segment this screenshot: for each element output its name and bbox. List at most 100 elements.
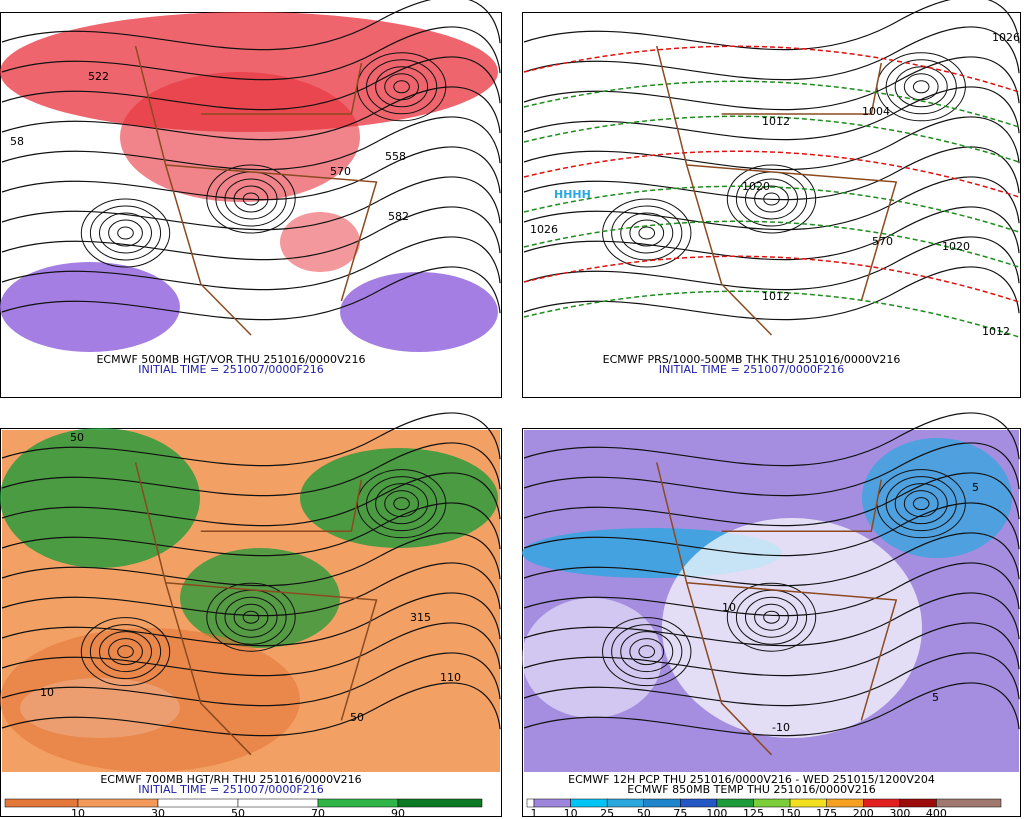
- contour-label: 582: [388, 210, 409, 223]
- initial-time: INITIAL TIME = 251007/0000F216: [659, 363, 844, 376]
- panel: 58 522 570 558 582 ECMWF 500MB HGT/VOR THU 25…: [0, 0, 502, 398]
- contour-label: 1012: [762, 290, 790, 303]
- contour-ring: [224, 596, 278, 638]
- contour-label: 50: [70, 431, 84, 444]
- contour-ring: [903, 73, 939, 101]
- contour-label: 1026: [530, 223, 558, 236]
- contour-ring: [108, 638, 143, 666]
- contour-ring: [80, 617, 171, 687]
- colorbar-swatch: [716, 798, 754, 808]
- contour-label: 522: [88, 70, 109, 83]
- contour-ring: [117, 645, 134, 659]
- colorbar-swatch: [680, 798, 718, 808]
- contour: [523, 266, 1020, 321]
- high-pressure-marks: HHHH: [554, 188, 591, 201]
- contour: [523, 472, 1020, 527]
- thickness-line: [523, 45, 1020, 93]
- contour: [1, 26, 501, 81]
- contour-ring: [894, 66, 948, 108]
- field-shading: [0, 262, 180, 352]
- contour: [523, 56, 1020, 111]
- contour: [1, 592, 501, 647]
- colorbar-label: 400: [926, 807, 947, 819]
- contour-ring: [638, 645, 656, 659]
- contour-ring: [393, 80, 410, 94]
- field-shading: [0, 12, 498, 132]
- colorbar-swatch: [643, 798, 681, 808]
- contour-label: 1020: [742, 180, 770, 193]
- colorbar-swatch: [826, 798, 864, 808]
- colorbar-swatch: [4, 798, 79, 808]
- contour: [1, 682, 501, 737]
- colorbar-swatch: [77, 798, 159, 808]
- contour-label: 1026: [992, 31, 1020, 44]
- panel: 1026 1012 1020 1020 1004 1012 1012 570 1026 HHHH E…: [522, 0, 1021, 398]
- contour-label: 1012: [982, 325, 1010, 338]
- contour-ring: [108, 219, 143, 247]
- contour: [523, 622, 1020, 677]
- contour-ring: [726, 582, 817, 652]
- thickness-line: [523, 220, 1020, 268]
- contour: [1, 176, 501, 231]
- contour: [1, 442, 501, 497]
- contour-ring: [894, 483, 948, 525]
- contour: [523, 176, 1020, 231]
- contour-ring: [89, 624, 162, 680]
- thickness-line: [523, 255, 1020, 303]
- contour-ring: [763, 610, 780, 624]
- contour-ring: [224, 178, 278, 220]
- colorbar-swatch: [606, 798, 644, 808]
- contour: [523, 206, 1020, 261]
- colorbar-swatch: [237, 798, 319, 808]
- initial-time: INITIAL TIME = 251007/0000F216: [138, 363, 323, 376]
- contour-ring: [903, 490, 939, 518]
- colorbar-label: 90: [391, 807, 405, 819]
- colorbar-swatch: [570, 798, 608, 808]
- colorbar-label: 70: [311, 807, 325, 819]
- thickness-line: [523, 185, 1020, 233]
- caption: ECMWF 12H PCP THU 251016/0000V216 - WED …: [568, 773, 935, 786]
- contour-ring: [206, 164, 296, 234]
- thickness-line: [523, 115, 1020, 163]
- contour: [523, 562, 1020, 617]
- contour-ring: [242, 610, 260, 624]
- contour: [1, 502, 501, 557]
- coastline: [134, 462, 378, 756]
- contour-label: 570: [330, 165, 351, 178]
- contour-ring: [745, 596, 798, 638]
- contour-ring: [763, 192, 780, 206]
- contour-ring: [745, 178, 798, 220]
- caption: ECMWF 700MB HGT/RH THU 251016/0000V216: [100, 773, 361, 786]
- panel: 5 10 -10 5 ECMWF 12H PCP THU 251016/0000V216…: [522, 412, 1021, 819]
- colorbar-swatch: [753, 798, 791, 808]
- contour: [1, 56, 501, 111]
- field-shading: [280, 212, 360, 272]
- contour: [1, 412, 501, 467]
- caption: ECMWF 500MB HGT/VOR THU 251016/0000V216: [96, 353, 365, 366]
- contour-label: 10: [722, 601, 736, 614]
- contour: [1, 206, 501, 261]
- contour-label: -10: [772, 721, 790, 734]
- contour-ring: [233, 185, 269, 213]
- field-shading: [0, 428, 200, 568]
- thickness-line: [523, 80, 1020, 128]
- field-shading: [662, 518, 922, 738]
- contour-label: 5: [972, 481, 979, 494]
- contour-label: 570: [872, 235, 893, 248]
- contour-ring: [754, 185, 789, 213]
- field-shading: [522, 598, 662, 718]
- colorbar-label: 50: [231, 807, 245, 819]
- contour-ring: [384, 490, 420, 518]
- colorbar-swatch: [533, 798, 571, 808]
- colorbar-label: 50: [637, 807, 651, 819]
- colorbar-label: 1: [531, 807, 538, 819]
- colorbar-label: 175: [816, 807, 837, 819]
- colorbar-label: 75: [673, 807, 687, 819]
- contour: [523, 502, 1020, 557]
- contour-ring: [206, 582, 296, 652]
- colorbar-swatch: [863, 798, 901, 808]
- colorbar-swatch: [397, 798, 483, 808]
- colorbar-label: 150: [780, 807, 801, 819]
- contour-ring: [80, 198, 171, 268]
